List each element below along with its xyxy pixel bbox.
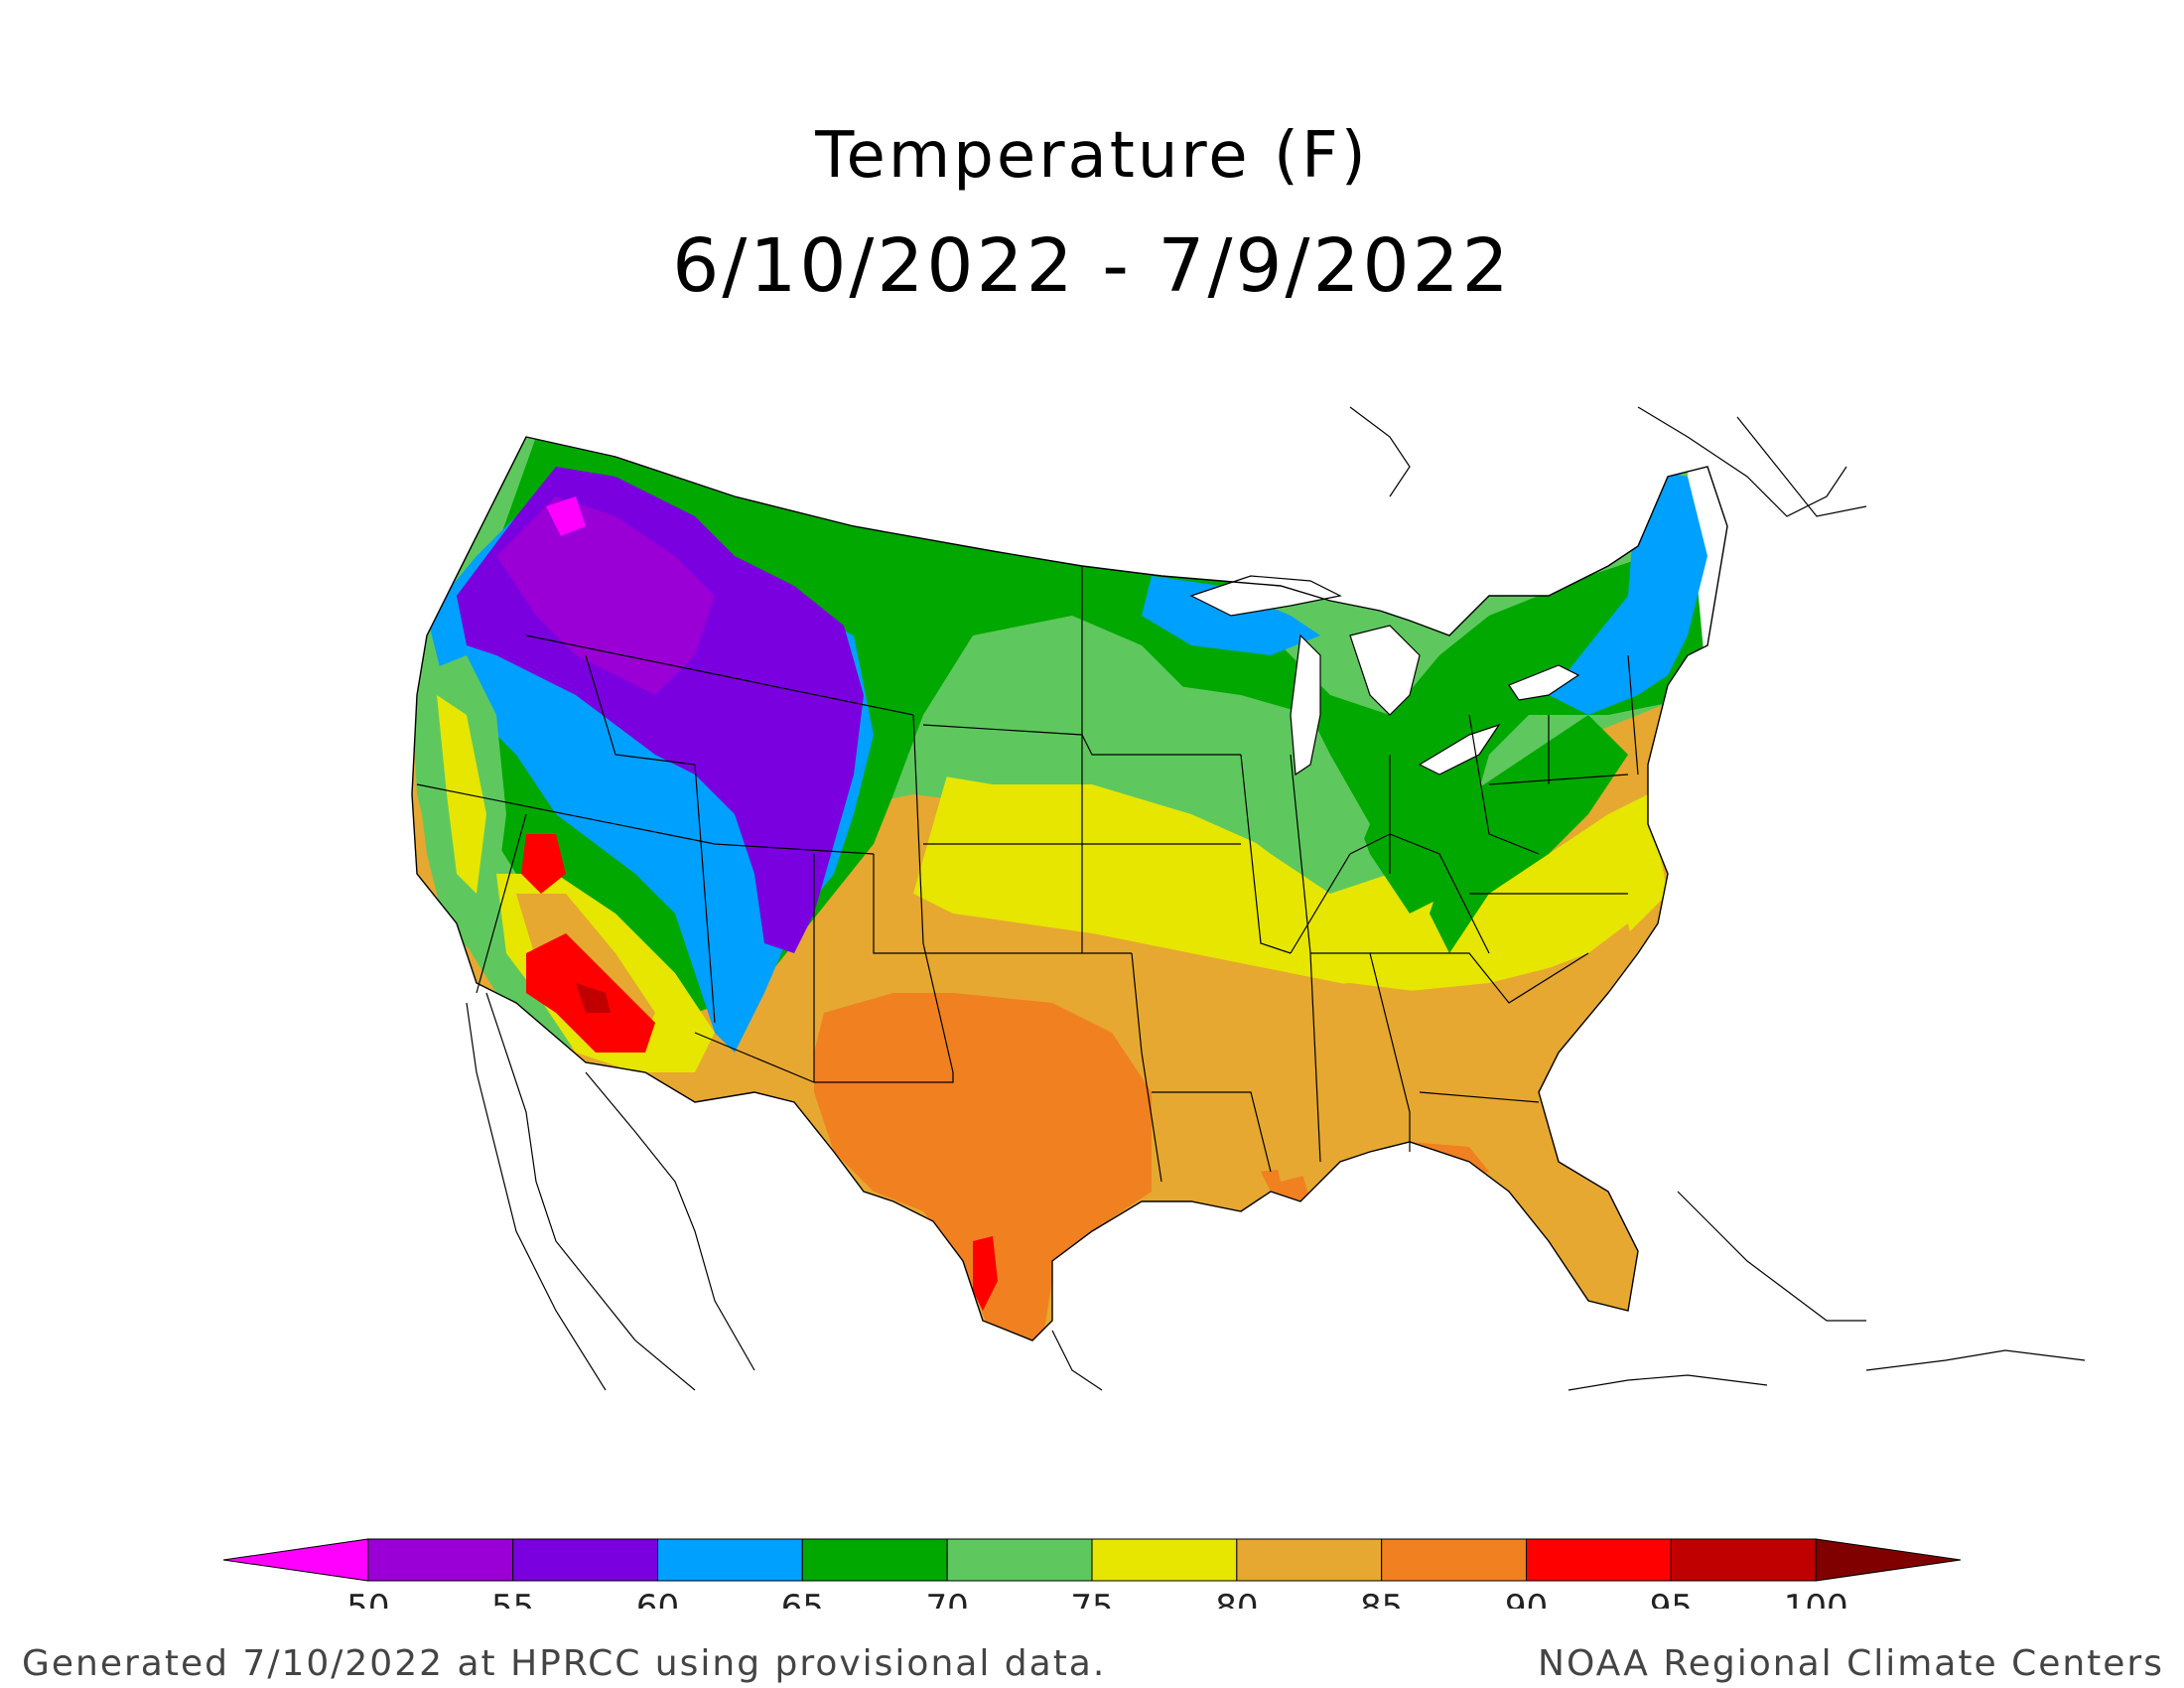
- state-borders: [416, 566, 1639, 1183]
- legend-tick-label: 55: [491, 1588, 534, 1609]
- legend-tick-label: 80: [1215, 1588, 1258, 1609]
- legend-swatch: [1526, 1538, 1672, 1582]
- color-scale-legend: 50 55 60 65 70 75 80 85 90 95 100: [222, 1538, 1962, 1609]
- legend-swatch: [1091, 1538, 1238, 1582]
- temperature-map: [411, 406, 2086, 1391]
- legend-swatch: [512, 1538, 658, 1582]
- legend-tick-label: 85: [1360, 1588, 1403, 1609]
- legend-tick-label: 70: [926, 1588, 969, 1609]
- legend-swatch: [1381, 1538, 1527, 1582]
- footer-generated-note: Generated 7/10/2022 at HPRCC using provi…: [22, 1643, 1107, 1684]
- map-subtitle: 6/10/2022 - 7/9/2022: [672, 223, 1512, 309]
- legend-tick-label: 50: [346, 1588, 389, 1609]
- legend-swatch: [1670, 1538, 1817, 1582]
- legend-swatch: [801, 1538, 948, 1582]
- legend-arrow-low: [222, 1538, 369, 1582]
- great-lakes: [1189, 575, 1580, 776]
- legend-tick-label: 75: [1070, 1588, 1113, 1609]
- legend-tick-label: 95: [1650, 1588, 1693, 1609]
- legend-swatch: [657, 1538, 803, 1582]
- legend-tick-label: 90: [1505, 1588, 1548, 1609]
- legend-swatch: [946, 1538, 1093, 1582]
- us-outline: [411, 436, 1728, 1341]
- legend-arrow-high: [1815, 1538, 1962, 1582]
- legend-swatch: [1236, 1538, 1383, 1582]
- legend-swatch: [367, 1538, 514, 1582]
- legend-tick-label: 60: [636, 1588, 679, 1609]
- legend-tick-label: 100: [1784, 1588, 1848, 1609]
- legend-tick-label: 65: [781, 1588, 824, 1609]
- footer-attribution: NOAA Regional Climate Centers: [1538, 1643, 2164, 1684]
- legend-tick-labels: 50 55 60 65 70 75 80 85 90 95 100: [346, 1588, 1847, 1609]
- map-title: Temperature (F): [815, 119, 1369, 193]
- coastline-outlines: [466, 406, 2086, 1391]
- legend-bar: [222, 1538, 1962, 1582]
